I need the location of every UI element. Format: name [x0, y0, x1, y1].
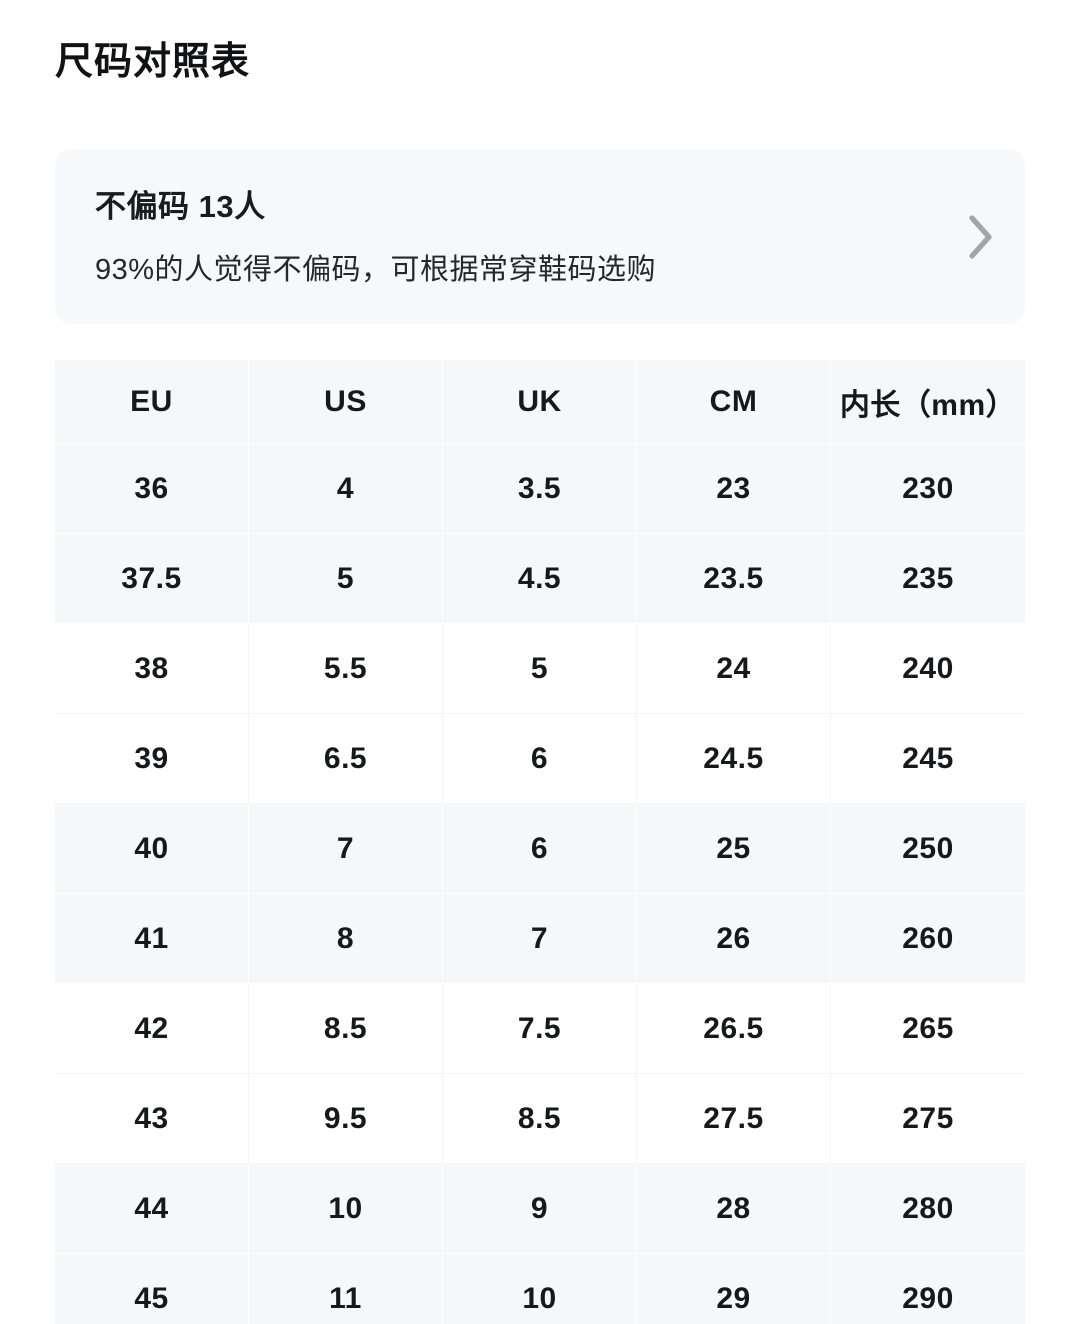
fit-card-subtitle: 93%的人觉得不偏码，可根据常穿鞋码选购 — [95, 254, 657, 286]
size-cell: 6 — [443, 804, 637, 894]
size-cell: 5 — [443, 624, 637, 714]
size-cell: 6.5 — [249, 714, 443, 804]
size-cell: 37.5 — [55, 534, 249, 624]
column-header: 内长（mm） — [831, 360, 1025, 444]
size-cell: 7 — [249, 804, 443, 894]
size-cell: 3.5 — [443, 444, 637, 534]
column-header: UK — [443, 360, 637, 444]
size-cell: 28 — [637, 1164, 831, 1254]
size-cell: 39 — [55, 714, 249, 804]
column-header: CM — [637, 360, 831, 444]
size-cell: 5.5 — [249, 624, 443, 714]
size-cell: 24 — [637, 624, 831, 714]
size-cell: 4.5 — [443, 534, 637, 624]
size-cell: 44 — [55, 1164, 249, 1254]
size-cell: 38 — [55, 624, 249, 714]
size-cell: 9 — [443, 1164, 637, 1254]
chevron-right-icon — [965, 214, 995, 260]
size-cell: 11 — [249, 1254, 443, 1324]
size-cell: 8.5 — [443, 1074, 637, 1164]
table-row: 45 11 10 29 290 — [55, 1254, 1025, 1324]
fit-card-title: 不偏码 13人 — [95, 189, 266, 224]
size-cell: 27.5 — [637, 1074, 831, 1164]
size-cell: 36 — [55, 444, 249, 534]
size-cell: 280 — [831, 1164, 1025, 1254]
size-cell: 26 — [637, 894, 831, 984]
size-cell: 235 — [831, 534, 1025, 624]
page-title: 尺码对照表 — [55, 41, 251, 83]
size-cell: 8 — [249, 894, 443, 984]
size-cell: 40 — [55, 804, 249, 894]
size-cell: 23 — [637, 444, 831, 534]
table-row: 40 7 6 25 250 — [55, 804, 1025, 894]
size-cell: 4 — [249, 444, 443, 534]
table-row: 39 6.5 6 24.5 245 — [55, 714, 1025, 804]
size-cell: 6 — [443, 714, 637, 804]
table-row: 42 8.5 7.5 26.5 265 — [55, 984, 1025, 1074]
size-cell: 24.5 — [637, 714, 831, 804]
table-row: 44 10 9 28 280 — [55, 1164, 1025, 1254]
size-cell: 230 — [831, 444, 1025, 534]
size-cell: 265 — [831, 984, 1025, 1074]
size-cell: 245 — [831, 714, 1025, 804]
size-cell: 7.5 — [443, 984, 637, 1074]
table-row: 36 4 3.5 23 230 — [55, 444, 1025, 534]
size-cell: 25 — [637, 804, 831, 894]
size-cell: 7 — [443, 894, 637, 984]
column-header: US — [249, 360, 443, 444]
size-cell: 29 — [637, 1254, 831, 1324]
table-row: 43 9.5 8.5 27.5 275 — [55, 1074, 1025, 1164]
size-cell: 260 — [831, 894, 1025, 984]
size-cell: 290 — [831, 1254, 1025, 1324]
size-table: EU US UK CM 内长（mm） 36 4 3.5 23 230 37.5 5 4.5 23.5 23… — [55, 360, 1025, 1324]
table-row: 38 5.5 5 24 240 — [55, 624, 1025, 714]
size-table-header-row: EU US UK CM 内长（mm） — [55, 360, 1025, 444]
size-cell: 23.5 — [637, 534, 831, 624]
size-cell: 5 — [249, 534, 443, 624]
size-cell: 250 — [831, 804, 1025, 894]
size-cell: 41 — [55, 894, 249, 984]
size-cell: 275 — [831, 1074, 1025, 1164]
size-cell: 10 — [249, 1164, 443, 1254]
size-cell: 9.5 — [249, 1074, 443, 1164]
fit-feedback-card[interactable]: 不偏码 13人 93%的人觉得不偏码，可根据常穿鞋码选购 — [55, 149, 1025, 324]
size-cell: 8.5 — [249, 984, 443, 1074]
size-cell: 45 — [55, 1254, 249, 1324]
size-cell: 43 — [55, 1074, 249, 1164]
size-cell: 26.5 — [637, 984, 831, 1074]
size-cell: 240 — [831, 624, 1025, 714]
size-cell: 42 — [55, 984, 249, 1074]
column-header: EU — [55, 360, 249, 444]
table-row: 37.5 5 4.5 23.5 235 — [55, 534, 1025, 624]
table-row: 41 8 7 26 260 — [55, 894, 1025, 984]
size-cell: 10 — [443, 1254, 637, 1324]
